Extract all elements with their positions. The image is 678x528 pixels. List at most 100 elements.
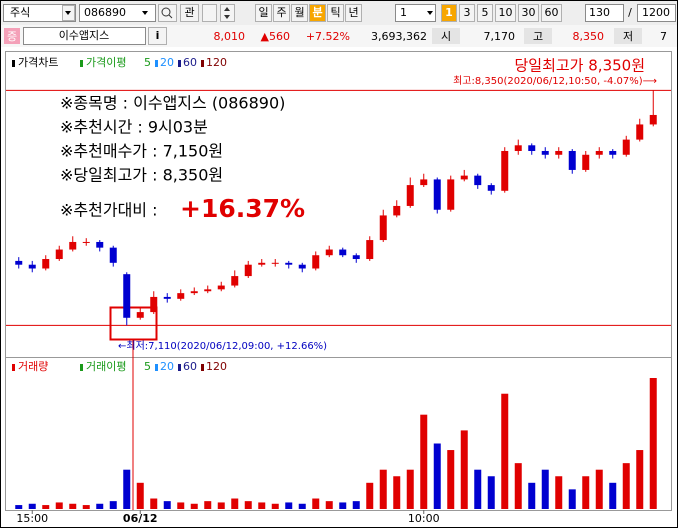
volume-bar: [123, 469, 131, 509]
label-box: [432, 28, 460, 44]
volume-bar: [163, 501, 171, 509]
period: 년: [348, 6, 358, 19]
candle-body: [136, 312, 144, 318]
interval-button[interactable]: [518, 4, 539, 22]
watch: 관: [184, 6, 194, 19]
x-tick-label: 06/12: [123, 512, 158, 525]
legend-ma: 5: [144, 360, 151, 373]
info-button[interactable]: [148, 27, 167, 45]
candle-body: [406, 185, 414, 206]
interval: 1: [445, 6, 453, 19]
candle-body: [420, 179, 428, 186]
label-box: [524, 28, 552, 44]
spinner[interactable]: [220, 4, 235, 22]
arrow: [427, 11, 433, 15]
candle-body: [352, 255, 360, 260]
volume-bar: [487, 476, 495, 509]
unit-select[interactable]: [395, 4, 436, 22]
interval-button[interactable]: [495, 4, 516, 22]
search-icon: [168, 14, 173, 19]
volume-bar: [217, 502, 225, 509]
period: 주: [276, 6, 286, 19]
total-box: [637, 4, 676, 22]
search-icon: [161, 7, 171, 17]
volume-bar: [379, 469, 387, 509]
candle-body: [514, 145, 522, 151]
volume-bar: [258, 502, 266, 509]
low: 7: [660, 30, 667, 43]
volume-bar: [555, 476, 563, 509]
candle-body: [109, 247, 117, 263]
gain-label: ※추천가대비 :: [60, 201, 157, 220]
legend-ma: 120: [206, 56, 227, 69]
volume-bar: [460, 430, 468, 509]
market: 주식: [10, 6, 30, 19]
badge: 증: [7, 30, 17, 43]
note: ※추천시간 : 9시03분: [60, 118, 208, 137]
volume: 3,693,362: [371, 30, 427, 43]
candle-body: [231, 276, 239, 286]
legend-swatch: [80, 364, 83, 371]
period-button[interactable]: [291, 4, 308, 22]
candle-body: [339, 249, 347, 256]
volume-bar: [177, 502, 185, 509]
legend-ma: 5: [144, 56, 151, 69]
volume-bar: [109, 501, 117, 509]
note: ※종목명 : 이수앱지스 (086890): [60, 94, 285, 113]
market-select[interactable]: [3, 4, 76, 22]
legend-swatch: [12, 364, 15, 371]
candle-body: [190, 291, 198, 294]
period-button[interactable]: [345, 4, 362, 22]
period-button[interactable]: [327, 4, 344, 22]
volume-bar: [568, 489, 576, 509]
count-input[interactable]: [585, 4, 624, 22]
legend-ma-title: 가격이평: [86, 56, 126, 69]
candle-body: [69, 241, 77, 250]
candle-body: [312, 255, 320, 269]
volume-bar: [231, 498, 239, 509]
period: 일: [258, 5, 268, 19]
prev-button[interactable]: [202, 4, 217, 22]
interval-button[interactable]: [541, 4, 562, 22]
candle-body: [271, 262, 279, 264]
legend-swatch: [155, 60, 158, 67]
candle-body: [582, 154, 590, 170]
search-button[interactable]: [158, 4, 177, 22]
x-tick-label: 10:00: [408, 512, 440, 525]
high-title: 당일최고가 8,350원: [514, 57, 645, 75]
legend-ma: 60: [183, 56, 197, 69]
total: 1200: [642, 6, 670, 19]
change: ▲560: [261, 30, 290, 43]
interval-button[interactable]: [441, 4, 457, 22]
volume-bar: [42, 505, 50, 509]
volume-bar: [352, 501, 360, 509]
legend-ma: 20: [160, 56, 174, 69]
low-label: 저: [623, 30, 633, 43]
code-input[interactable]: [79, 4, 156, 22]
candle-body: [447, 179, 455, 210]
period-button[interactable]: [309, 4, 326, 22]
volume-bar: [150, 498, 158, 509]
legend-title: 거래량: [18, 360, 48, 373]
quote-bar: [1, 25, 677, 47]
candle-body: [379, 215, 387, 241]
separator: /: [628, 6, 632, 19]
candle-body: [433, 179, 441, 210]
period-button[interactable]: [255, 4, 272, 22]
label-box: [614, 28, 642, 44]
candle-body: [82, 241, 90, 243]
watch-button[interactable]: [180, 4, 199, 22]
volume-bar: [271, 503, 279, 509]
volume-bar: [501, 393, 509, 509]
candle-body: [609, 150, 617, 155]
candle-body: [204, 289, 212, 292]
legend-ma-title: 거래이평: [86, 360, 126, 373]
interval-button[interactable]: [477, 4, 493, 22]
candle-body: [555, 150, 563, 155]
volume-bar: [96, 503, 104, 509]
candle-body: [541, 150, 549, 155]
spinner-arrows: [224, 7, 230, 19]
interval-button[interactable]: [459, 4, 475, 22]
volume-bar: [366, 482, 374, 509]
period-button[interactable]: [273, 4, 290, 22]
